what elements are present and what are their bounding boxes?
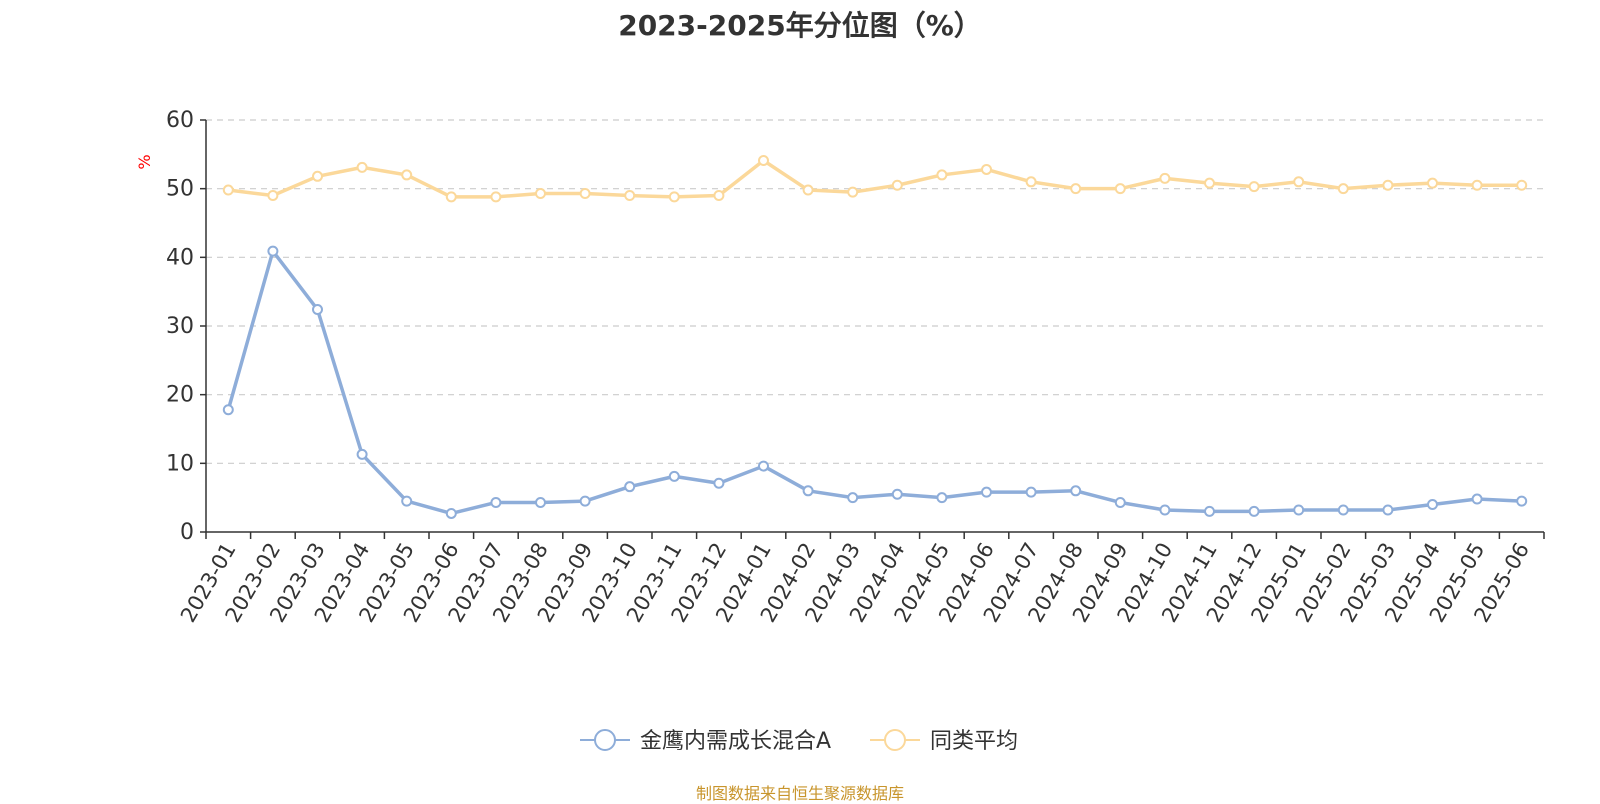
data-point — [445, 191, 457, 203]
data-point — [222, 404, 234, 416]
data-point — [1159, 504, 1171, 516]
data-point — [847, 186, 859, 198]
data-point — [758, 155, 769, 167]
data-point — [312, 304, 323, 316]
data-point — [1159, 172, 1171, 184]
data-point — [1293, 504, 1305, 516]
data-point — [356, 448, 368, 460]
data-point — [535, 187, 546, 199]
data-point — [1025, 486, 1037, 498]
data-point — [1516, 179, 1528, 191]
data-point — [356, 161, 368, 173]
data-point — [802, 184, 814, 196]
data-point — [1248, 181, 1260, 193]
data-point — [579, 495, 591, 507]
data-point — [1382, 179, 1394, 191]
data-point — [1337, 504, 1349, 516]
y-tick-label: 60 — [166, 108, 194, 133]
source-footer: 制图数据来自恒生聚源数据库 — [695, 784, 904, 803]
data-point — [401, 169, 413, 181]
series-line-0 — [226, 249, 1522, 516]
y-tick-label: 0 — [180, 520, 194, 545]
data-point — [1114, 496, 1126, 508]
data-point — [891, 179, 903, 191]
legend: 金鹰内需成长混合A 同类平均 — [580, 729, 1018, 754]
y-axis-label: % — [135, 154, 154, 169]
data-point — [1471, 493, 1483, 505]
series-line-1 — [228, 158, 1522, 199]
y-tick-label: 30 — [166, 314, 194, 339]
y-tick-label: 20 — [166, 383, 194, 408]
data-point — [936, 492, 948, 504]
data-point — [668, 191, 680, 203]
legend-marker-0 — [594, 729, 616, 751]
data-point — [535, 496, 546, 508]
data-point — [1293, 176, 1305, 188]
data-point — [1070, 183, 1082, 195]
legend-label-0: 金鹰内需成长混合A — [640, 729, 831, 754]
y-tick-label: 40 — [166, 245, 194, 270]
data-point — [1337, 183, 1349, 195]
data-point — [1427, 499, 1438, 511]
data-point — [713, 477, 725, 489]
data-point — [1204, 177, 1215, 189]
data-point — [1070, 485, 1082, 497]
data-point — [267, 190, 279, 202]
data-point — [312, 170, 323, 182]
data-point — [668, 470, 680, 482]
data-point — [1471, 179, 1483, 191]
data-point — [624, 481, 636, 493]
data-point — [1516, 495, 1528, 507]
data-point — [981, 163, 992, 175]
data-point — [981, 486, 992, 498]
data-point — [222, 184, 234, 196]
data-point — [490, 191, 502, 203]
data-point — [891, 488, 903, 500]
data-point — [1427, 177, 1438, 189]
y-tick-label: 10 — [166, 451, 194, 476]
data-point — [802, 485, 814, 497]
legend-label-1: 同类平均 — [930, 729, 1018, 754]
data-point — [624, 190, 636, 202]
y-tick-label: 50 — [166, 177, 194, 202]
legend-marker-1 — [884, 729, 906, 751]
series-lines — [222, 155, 1528, 519]
data-point — [847, 492, 859, 504]
chart-title: 2023-2025年分位图（%） — [618, 9, 982, 42]
data-point — [713, 190, 725, 202]
data-point — [758, 460, 769, 472]
data-point — [1248, 505, 1260, 517]
data-point — [936, 169, 948, 181]
grid-lines — [206, 119, 1544, 464]
data-point — [401, 495, 413, 507]
data-point — [579, 187, 591, 199]
data-point — [445, 507, 457, 519]
data-point — [1204, 505, 1215, 517]
data-point — [490, 496, 502, 508]
data-point — [1382, 504, 1394, 516]
data-point — [1025, 176, 1037, 188]
data-point — [267, 245, 279, 257]
data-point — [1114, 183, 1126, 195]
